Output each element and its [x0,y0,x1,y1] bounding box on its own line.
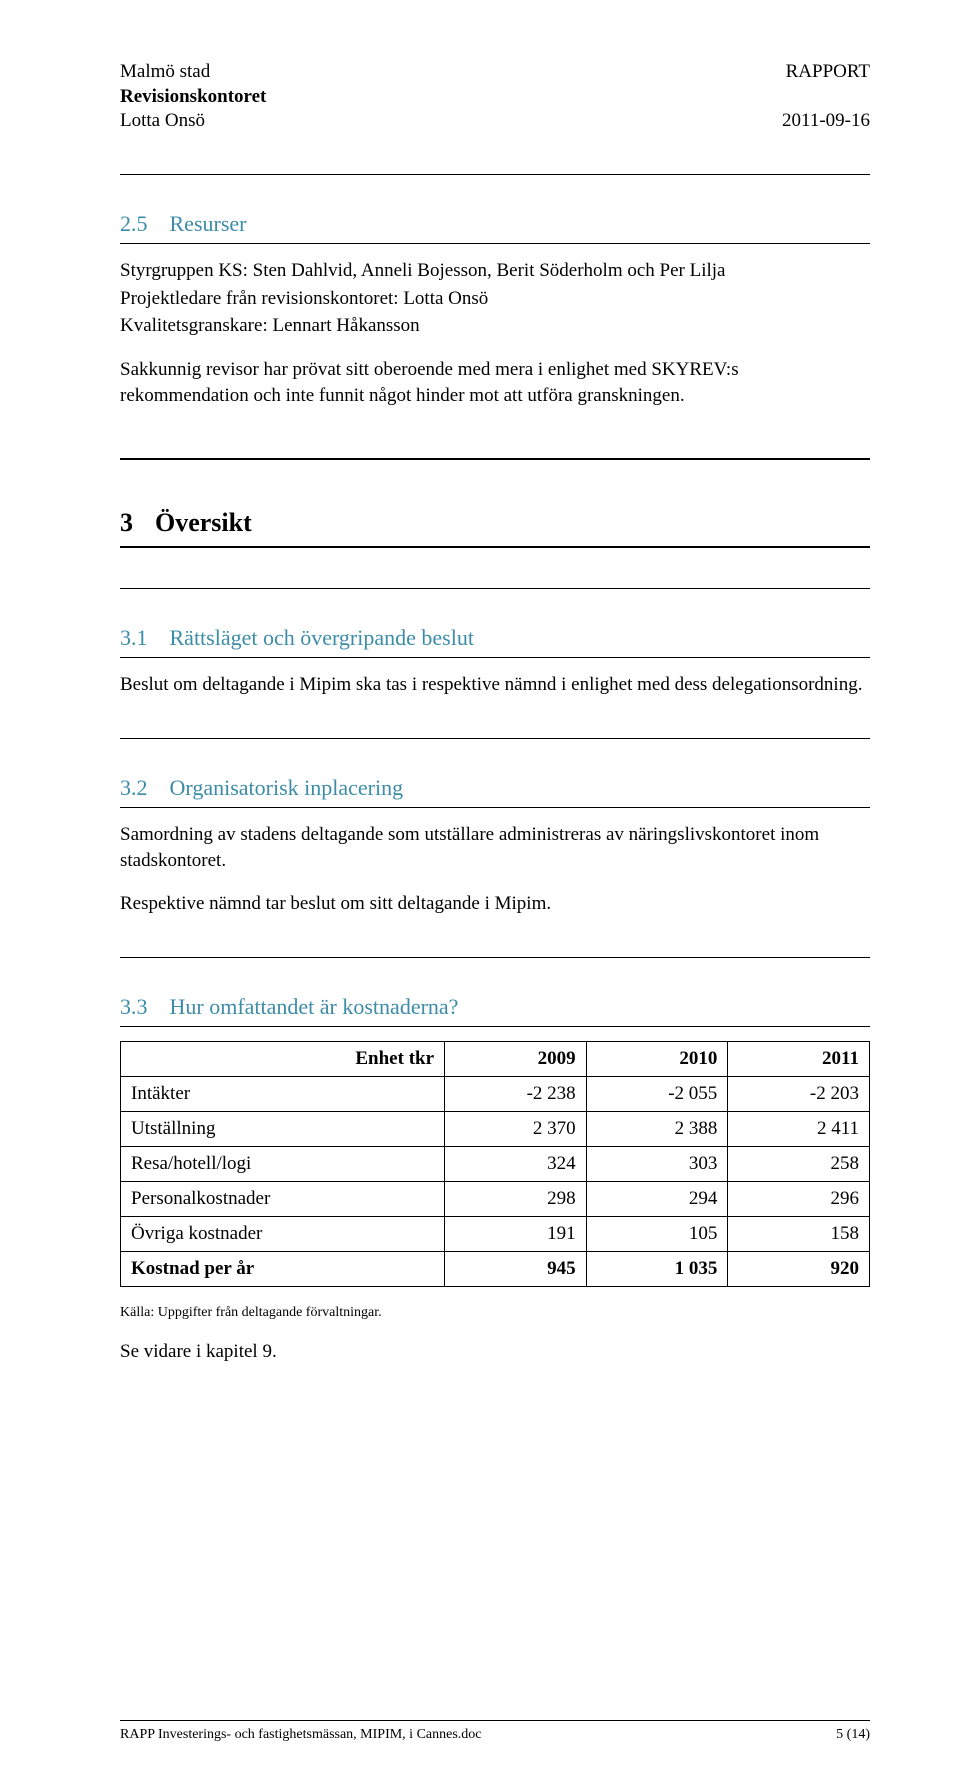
table-row: Intäkter -2 238 -2 055 -2 203 [121,1076,870,1111]
cell: 298 [445,1181,587,1216]
header-author: Lotta Onsö [120,109,205,134]
section-number: 2.5 [120,211,148,237]
section-title: Resurser [170,211,247,237]
cell: -2 238 [445,1076,587,1111]
section-title: Organisatorisk inplacering [170,775,404,801]
cell: Intäkter [121,1076,445,1111]
cell: 920 [728,1251,870,1286]
table-row: Övriga kostnader 191 105 158 [121,1216,870,1251]
cell: 1 035 [586,1251,728,1286]
section-3-2-heading: 3.2 Organisatorisk inplacering [120,775,870,808]
table-header-row: Enhet tkr 2009 2010 2011 [121,1041,870,1076]
chapter-number: 3 [120,508,133,538]
table-total-row: Kostnad per år 945 1 035 920 [121,1251,870,1286]
cell: 2 411 [728,1111,870,1146]
chapter-title: Översikt [155,508,252,538]
paragraph: Sakkunnig revisor har prövat sitt oberoe… [120,357,870,408]
cell: Övriga kostnader [121,1216,445,1251]
section-3-1-heading: 3.1 Rättsläget och övergripande beslut [120,625,870,658]
section-number: 3.2 [120,775,148,801]
section-number: 3.1 [120,625,148,651]
cell: Utställning [121,1111,445,1146]
cell: Kostnad per år [121,1251,445,1286]
header-doc-type: RAPPORT [786,60,870,85]
cell: 294 [586,1181,728,1216]
paragraph: Kvalitetsgranskare: Lennart Håkansson [120,313,870,339]
page: Malmö stad RAPPORT Revisionskontoret Lot… [0,0,960,1779]
footer-page-number: 5 (14) [836,1727,870,1743]
section-title: Rättsläget och övergripande beslut [170,625,474,651]
header-org: Malmö stad [120,60,210,85]
cell: 303 [586,1146,728,1181]
table-row: Resa/hotell/logi 324 303 258 [121,1146,870,1181]
cell: Personalkostnader [121,1181,445,1216]
footer-filename: RAPP Investerings- och fastighetsmässan,… [120,1727,482,1743]
chapter-3-heading: 3 Översikt [120,508,870,548]
page-footer: RAPP Investerings- och fastighetsmässan,… [120,1720,870,1743]
cell: 296 [728,1181,870,1216]
cell: 105 [586,1216,728,1251]
paragraph: Styrgruppen KS: Sten Dahlvid, Anneli Boj… [120,258,870,284]
section-3-3-heading: 3.3 Hur omfattandet är kostnaderna? [120,994,870,1027]
section-2-5-heading: 2.5 Resurser [120,211,870,244]
paragraph: Beslut om deltagande i Mipim ska tas i r… [120,672,870,698]
cell: 258 [728,1146,870,1181]
paragraph: Se vidare i kapitel 9. [120,1339,870,1365]
col-header: Enhet tkr [121,1041,445,1076]
section-number: 3.3 [120,994,148,1020]
cell: Resa/hotell/logi [121,1146,445,1181]
header-department: Revisionskontoret [120,85,266,110]
table-source: Källa: Uppgifter från deltagande förvalt… [120,1305,870,1321]
cell: 324 [445,1146,587,1181]
cell: -2 055 [586,1076,728,1111]
section-title: Hur omfattandet är kostnaderna? [170,994,459,1020]
paragraph: Samordning av stadens deltagande som uts… [120,822,870,873]
col-header: 2009 [445,1041,587,1076]
cell: -2 203 [728,1076,870,1111]
col-header: 2010 [586,1041,728,1076]
table-row: Personalkostnader 298 294 296 [121,1181,870,1216]
cell: 945 [445,1251,587,1286]
paragraph: Respektive nämnd tar beslut om sitt delt… [120,891,870,917]
page-header: Malmö stad RAPPORT Revisionskontoret Lot… [120,60,870,134]
cell: 2 388 [586,1111,728,1146]
cost-table: Enhet tkr 2009 2010 2011 Intäkter -2 238… [120,1041,870,1287]
cell: 2 370 [445,1111,587,1146]
table-row: Utställning 2 370 2 388 2 411 [121,1111,870,1146]
cell: 191 [445,1216,587,1251]
col-header: 2011 [728,1041,870,1076]
header-date: 2011-09-16 [782,109,870,134]
paragraph: Projektledare från revisionskontoret: Lo… [120,286,870,312]
cell: 158 [728,1216,870,1251]
